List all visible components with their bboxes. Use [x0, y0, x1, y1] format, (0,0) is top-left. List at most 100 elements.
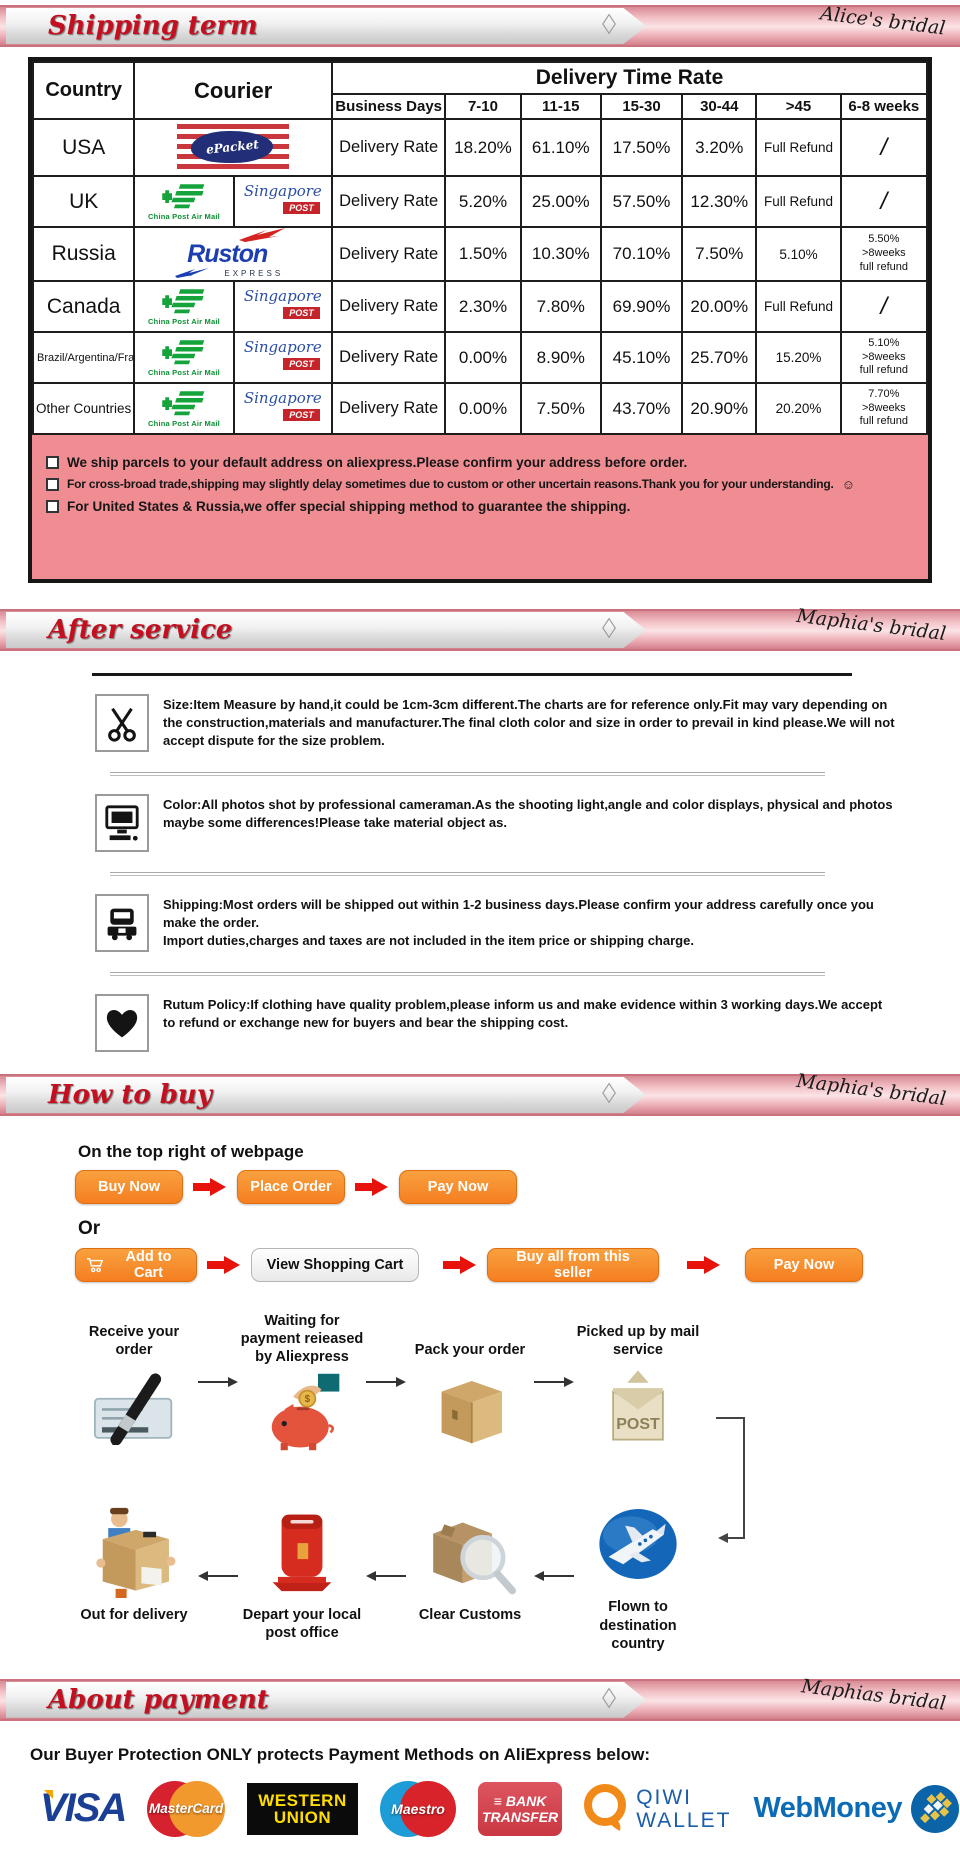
header-col: >45: [755, 93, 842, 120]
receive-order-icon: [94, 1373, 173, 1446]
row-label: Delivery Rate: [330, 382, 447, 435]
china-post-label: China Post Air Mail: [148, 368, 220, 377]
rate-cell: 12.30%: [681, 175, 758, 228]
add-to-cart-button[interactable]: Add to Cart: [75, 1248, 197, 1282]
diamond-icon: ◇: [602, 1680, 616, 1711]
service-item-color: Color:All photos shot by professional ca…: [95, 794, 895, 852]
diamond-icon: ◇: [602, 610, 616, 641]
red-arrow-icon: [687, 1256, 720, 1274]
flow-step-label: Waiting for payment reieased by Aliexpre…: [240, 1313, 364, 1366]
how-to-buy-banner: How to buy ◇ Maphia's bridal: [0, 1070, 960, 1116]
lightning-icon: [239, 229, 284, 242]
weeks-cell: /: [839, 118, 929, 177]
section-title: How to buy: [48, 1080, 212, 1110]
piggy-bank-icon: $: [271, 1374, 340, 1451]
table-row: Other Countries China Post Air Mail Sing…: [31, 382, 929, 435]
ruston-label: Ruston: [187, 240, 268, 268]
smiley-icon: ☺: [841, 477, 855, 492]
section-title: Shipping term: [48, 11, 258, 41]
pay-now-button-2[interactable]: Pay Now: [745, 1248, 863, 1282]
row-label: Delivery Rate: [330, 175, 447, 228]
place-order-button[interactable]: Place Order: [237, 1170, 345, 1204]
courier-cell: ePacket: [133, 118, 333, 177]
flow-arrow-left-icon: [534, 1569, 574, 1583]
rate-cell: Full Refund: [755, 175, 842, 228]
about-payment-banner: About payment ◇ Maphias bridal: [0, 1675, 960, 1721]
truck-icon: [95, 894, 149, 952]
courier-cell: Singapore POST: [232, 280, 333, 333]
maestro-logo: Maestro: [380, 1780, 456, 1837]
singapore-post-logo: Singapore POST: [244, 182, 322, 222]
flow-step: Flown to destination country: [574, 1498, 702, 1652]
scissors-icon: [95, 694, 149, 752]
country-cell: Brazil/Argentina/France/Israel/Croatia: [31, 331, 136, 384]
singapore-post-logo: Singapore POST: [244, 338, 322, 378]
shipping-table: Country Courier Delivery Time Rate Busin…: [28, 57, 932, 583]
rate-cell: 61.10%: [519, 118, 602, 177]
rate-cell: 10.30%: [519, 226, 602, 282]
bank-transfer-label-1: BANK: [494, 1793, 546, 1809]
buy-all-from-seller-button[interactable]: Buy all from this seller: [487, 1248, 659, 1282]
mastercard-label: MasterCard: [148, 1800, 224, 1816]
row-label: Delivery Rate: [330, 118, 447, 177]
svg-text:POST: POST: [616, 1416, 660, 1433]
section-separator: [110, 972, 825, 976]
service-item-shipping: Shipping:Most orders will be shipped out…: [95, 894, 895, 952]
webmoney-label: WebMoney: [753, 1792, 902, 1825]
add-to-cart-label: Add to Cart: [125, 1249, 172, 1281]
pay-now-button[interactable]: Pay Now: [399, 1170, 517, 1204]
checkbox[interactable]: [46, 478, 59, 491]
rate-cell: 0.00%: [444, 331, 522, 384]
checkbox[interactable]: [46, 456, 59, 469]
flow-step: Out for delivery: [70, 1506, 198, 1646]
package-box-icon: [441, 1381, 502, 1444]
qiwi-label-2: WALLET: [636, 1808, 732, 1832]
buy-now-button[interactable]: Buy Now: [75, 1170, 183, 1204]
express-label: EXPRESS: [224, 269, 284, 278]
divider-line: [92, 673, 852, 676]
header-col: 6-8 weeks: [839, 93, 929, 120]
service-text: Shipping:Most orders will be shipped out…: [163, 897, 874, 949]
row-label: Delivery Rate: [330, 226, 447, 282]
rate-cell: 0.00%: [444, 382, 522, 435]
delivery-man-icon: [96, 1507, 176, 1598]
flow-row-top: Receive your order Waiting for payment r…: [70, 1312, 730, 1452]
checkbox[interactable]: [46, 500, 59, 513]
lightning-icon: [175, 268, 210, 278]
rate-cell: 25.00%: [519, 175, 602, 228]
rate-cell: 7.80%: [519, 280, 602, 333]
country-cell: Other Countries: [31, 382, 136, 435]
china-post-label: China Post Air Mail: [148, 419, 220, 428]
courier-cell: Singapore POST: [232, 175, 333, 228]
section-title: After service: [48, 615, 233, 645]
red-arrow-icon: [193, 1178, 226, 1196]
section-separator: [110, 772, 825, 776]
country-cell: USA: [31, 118, 136, 177]
rate-cell: 25.70%: [681, 331, 758, 384]
after-service-banner: After service ◇ Maphia's bridal: [0, 605, 960, 651]
cart-icon: [86, 1257, 104, 1273]
header-delivery-time-rate: Delivery Time Rate: [330, 61, 929, 95]
service-item-return: Rutum Policy:If clothing have quality pr…: [95, 994, 895, 1052]
note-item: For cross-broad trade,shipping may sligh…: [44, 477, 916, 492]
courier-cell: China Post Air Mail: [133, 331, 235, 384]
singapore-script-label: Singapore: [243, 388, 322, 407]
weeks-cell: /: [839, 280, 929, 333]
rate-cell: Full Refund: [755, 118, 842, 177]
red-arrow-icon: [207, 1256, 240, 1274]
view-shopping-cart-button[interactable]: View Shopping Cart: [251, 1248, 419, 1282]
china-post-logo: China Post Air Mail: [136, 338, 231, 377]
header-col: 11-15: [519, 93, 602, 120]
rate-cell: 18.20%: [444, 118, 522, 177]
service-text: Size:Item Measure by hand,it could be 1c…: [163, 697, 895, 749]
svg-text:$: $: [305, 1395, 311, 1406]
singapore-post-logo: Singapore POST: [244, 287, 322, 327]
webmoney-logo: WebMoney: [753, 1784, 960, 1834]
brand-signature: Maphia's bridal: [794, 1069, 947, 1111]
western-union-label-2: UNION: [273, 1807, 332, 1827]
service-text: Color:All photos shot by professional ca…: [163, 797, 893, 831]
flow-step: Picked up by mail service POST: [574, 1319, 702, 1445]
flow-step-label: Pack your order: [414, 1342, 526, 1359]
weeks-cell: /: [839, 175, 929, 228]
brand-signature: Alice's bridal: [819, 2, 947, 40]
